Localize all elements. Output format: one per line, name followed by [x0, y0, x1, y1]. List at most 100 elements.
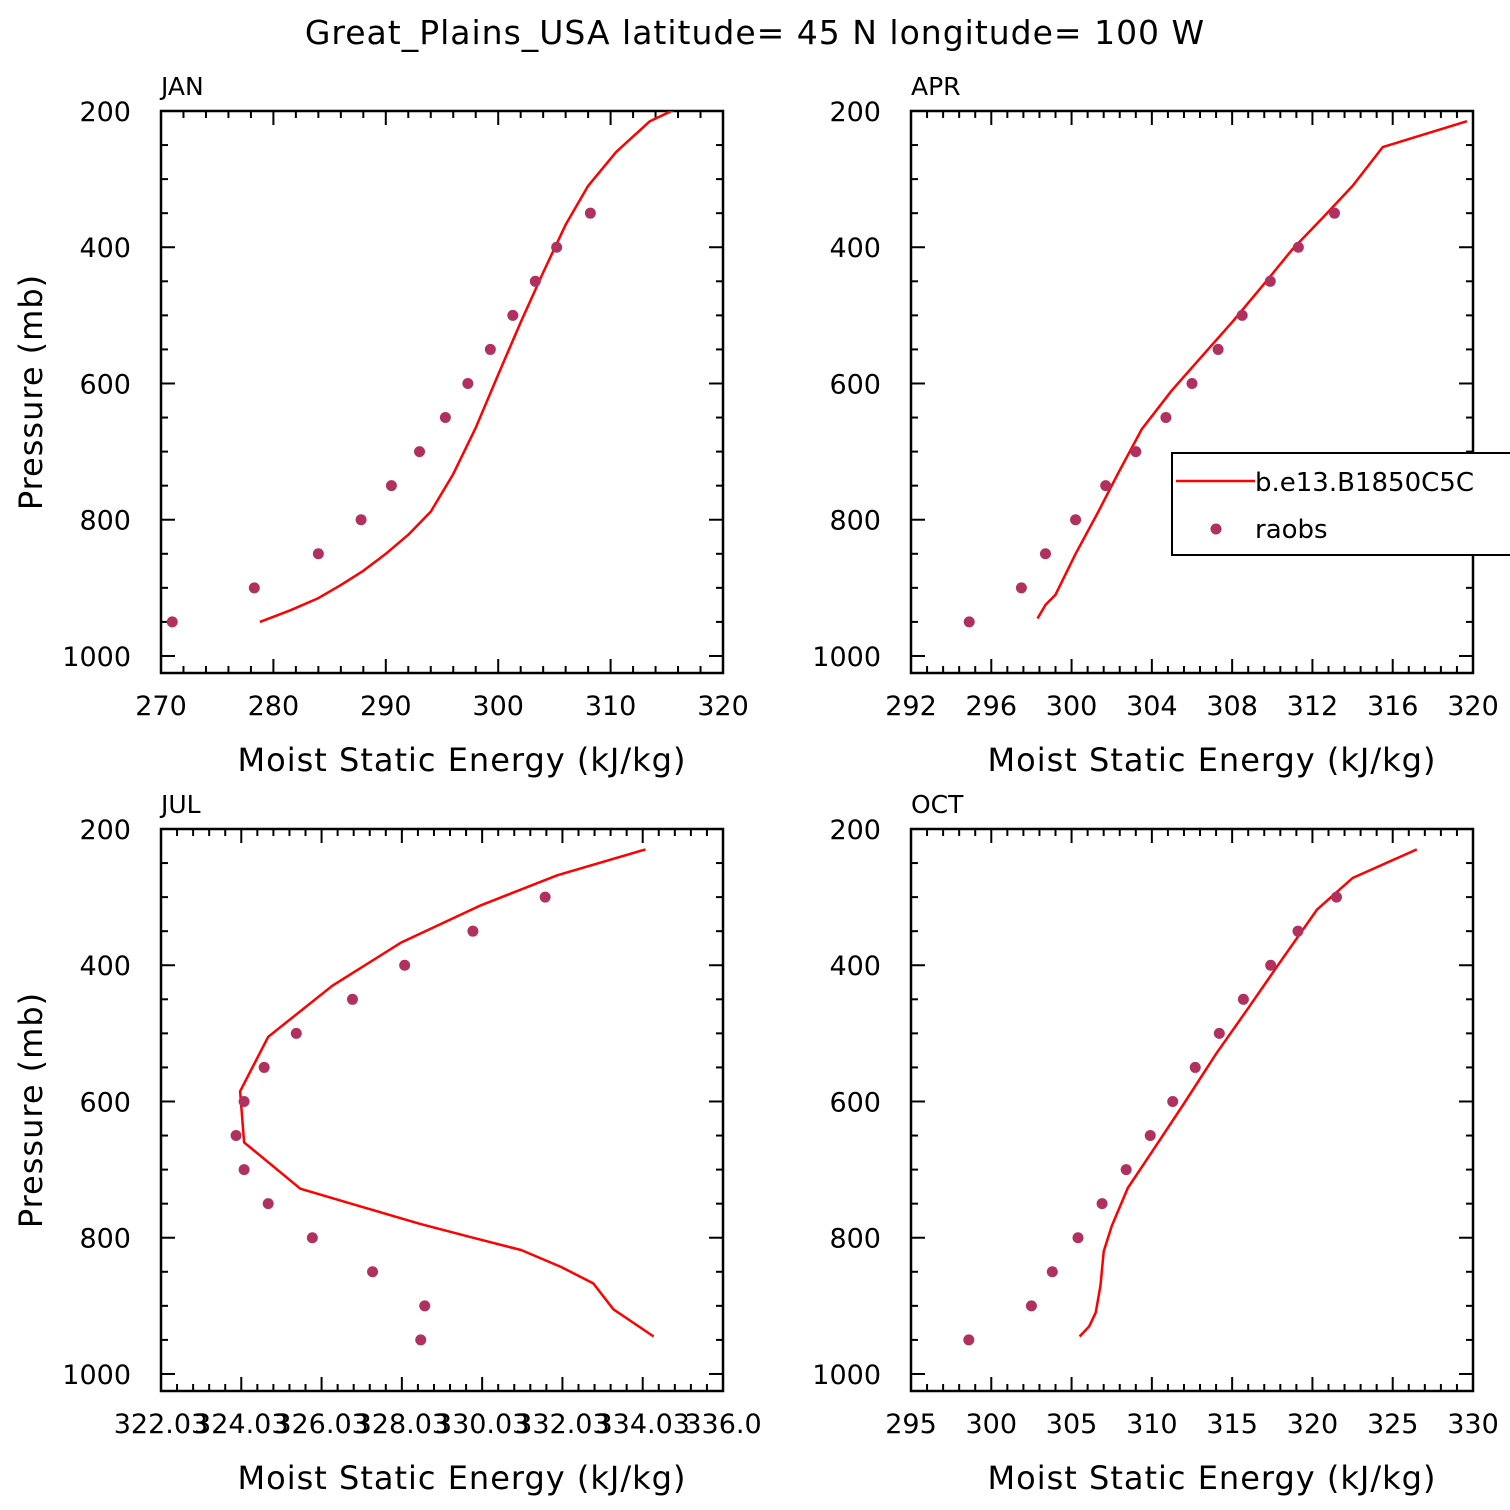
x-tick-label: 292 [885, 691, 937, 722]
obs-point [306, 1232, 318, 1244]
obs-point [414, 446, 426, 458]
obs-point [1046, 1266, 1058, 1278]
legend-label-model: b.e13.B1850C5C [1255, 468, 1474, 498]
y-tick-label: 800 [79, 506, 131, 537]
obs-point [462, 377, 474, 389]
obs-point [1160, 412, 1172, 424]
obs-point [1213, 1027, 1225, 1039]
obs-point [1236, 309, 1248, 321]
obs-point [355, 514, 367, 526]
x-tick-label: 324.03 [194, 1409, 288, 1440]
x-tick-label: 320 [697, 691, 749, 722]
obs-point [484, 343, 496, 355]
series-line-model [1078, 848, 1418, 1338]
y-tick-label: 600 [79, 369, 131, 400]
obs-point [963, 616, 975, 628]
obs-point [1331, 891, 1343, 903]
y-tick-label: 800 [79, 1224, 131, 1255]
obs-point [1186, 377, 1198, 389]
obs-point [1292, 241, 1304, 253]
x-tick-label: 296 [966, 691, 1018, 722]
obs-point [262, 1198, 274, 1210]
obs-point [467, 925, 479, 937]
obs-point [248, 582, 260, 594]
obs-point [1292, 925, 1304, 937]
obs-point [1015, 582, 1027, 594]
x-tick-label: 315 [1206, 1409, 1258, 1440]
obs-point [1264, 275, 1276, 287]
data-area [963, 120, 1468, 628]
plot-frame [909, 109, 1475, 675]
x-tick-label: 270 [135, 691, 187, 722]
obs-point [963, 1334, 975, 1346]
obs-point [1144, 1130, 1156, 1142]
legend: b.e13.B1850C5C raobs [1171, 452, 1510, 556]
x-tick-label: 312 [1287, 691, 1339, 722]
panel-jan: 270 280 290 300 310 320 200 400 600 800 1000 JAN Moi… [12, 72, 749, 779]
obs-point [1212, 343, 1224, 355]
obs-point [346, 993, 358, 1005]
y-tick-label: 200 [79, 815, 131, 846]
plot-frame [159, 109, 725, 675]
x-axis-title: Moist Static Energy (kJ/kg) [238, 1459, 687, 1497]
panel-label: JAN [159, 72, 204, 101]
y-tick-label: 200 [829, 97, 881, 128]
tick-marks [910, 828, 1474, 1391]
y-tick-label: 1000 [812, 642, 881, 673]
panel-label: APR [911, 72, 961, 101]
obs-point [415, 1334, 427, 1346]
x-tick-label: 334.03 [595, 1409, 689, 1440]
x-tick-label: 332.03 [515, 1409, 609, 1440]
tick-marks [160, 828, 724, 1391]
x-tick-label: 336.0 [684, 1409, 761, 1440]
obs-point [539, 891, 551, 903]
obs-point [399, 959, 411, 971]
x-tick-label: 290 [360, 691, 412, 722]
obs-point [1120, 1164, 1132, 1176]
obs-point [1265, 959, 1277, 971]
x-tick-label: 325 [1367, 1409, 1419, 1440]
series-line-model [238, 848, 655, 1338]
obs-point [1329, 207, 1341, 219]
x-tick-label: 295 [885, 1409, 937, 1440]
obs-point [238, 1164, 250, 1176]
y-tick-label: 400 [829, 951, 881, 982]
x-tick-label: 326.03 [274, 1409, 368, 1440]
x-axis-title: Moist Static Energy (kJ/kg) [238, 741, 687, 779]
obs-point [230, 1130, 242, 1142]
y-tick-label: 800 [829, 1224, 881, 1255]
x-tick-label: 330.03 [435, 1409, 529, 1440]
y-tick-label: 600 [829, 1087, 881, 1118]
legend-marker-swatch [1210, 523, 1222, 535]
y-tick-label: 200 [829, 815, 881, 846]
y-tick-label: 600 [79, 1087, 131, 1118]
series-line-model [1036, 120, 1468, 620]
obs-point [238, 1095, 250, 1107]
data-area [963, 848, 1418, 1346]
obs-point [551, 241, 563, 253]
obs-point [439, 412, 451, 424]
y-tick-label: 400 [829, 233, 881, 264]
figure-title: Great_Plains_USA latitude= 45 N longitud… [305, 13, 1205, 52]
obs-point [1100, 480, 1112, 492]
tick-marks [160, 110, 724, 673]
tick-marks [910, 110, 1474, 673]
legend-label-obs: raobs [1255, 515, 1328, 545]
y-axis-title: Pressure (mb) [12, 992, 50, 1228]
legend-box [1171, 452, 1510, 556]
panel-apr: 292 296 300 304 308 312 316 320 200 400 600 800 1000… [812, 72, 1498, 779]
panel-jul: 322.03324.03326.03328.03330.03332.03334.… [12, 790, 762, 1497]
x-tick-label: 330 [1447, 1409, 1499, 1440]
obs-point [1070, 514, 1082, 526]
panels-group: 270 280 290 300 310 320 200 400 600 800 1000 JAN Moi… [12, 72, 1499, 1497]
obs-point [1189, 1061, 1201, 1073]
obs-point [1237, 993, 1249, 1005]
panel-label: OCT [911, 790, 964, 819]
y-tick-label: 1000 [62, 1360, 131, 1391]
y-tick-label: 1000 [62, 642, 131, 673]
plot-frame [159, 827, 725, 1393]
y-tick-label: 800 [829, 506, 881, 537]
obs-point [1096, 1198, 1108, 1210]
obs-point [1025, 1300, 1037, 1312]
